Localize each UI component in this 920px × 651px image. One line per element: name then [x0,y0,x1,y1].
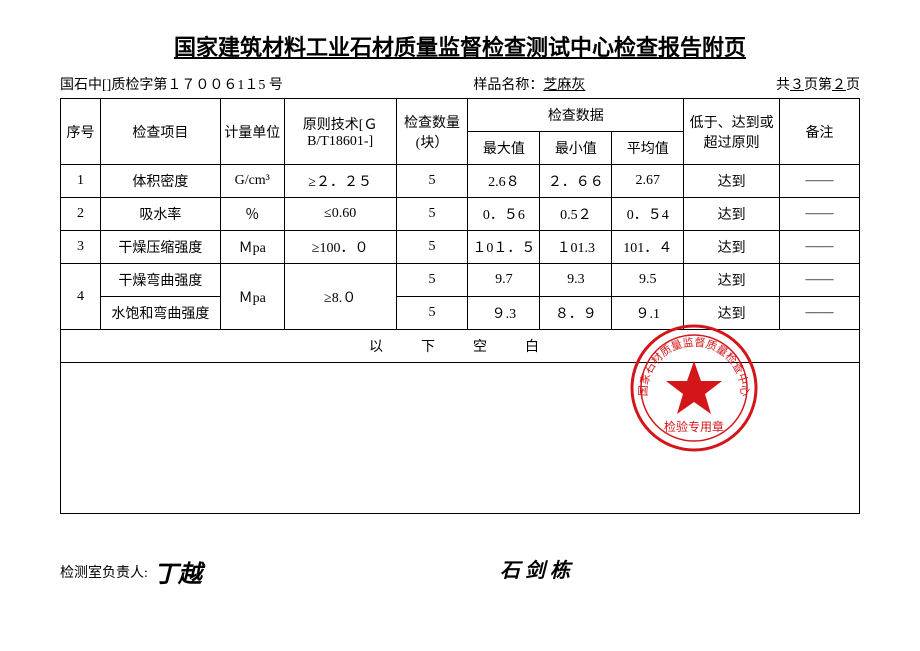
official-stamp: 国家石材质量监督质量检查中心 检验专用章 [629,323,759,453]
signature-1: 丁越 [154,554,202,589]
table-row: 2 吸水率 ％ ≤0.60 5 0．５6 0.5２ 0．５4 达到 —— [61,198,860,231]
signature-row: 检测室负责人: 丁越 石 剑 栋 [60,554,860,589]
table-row: 4 干燥弯曲强度 Ｍpa ≥8.０ 5 9.7 9.3 9.5 达到 —— [61,264,860,297]
sample-block: 样品名称：芝麻灰 [473,74,585,94]
meta-row: 国石中[]质检字第１７００６1１5 号 样品名称：芝麻灰 共３页第２页 [60,74,860,94]
report-title: 国家建筑材料工业石材质量监督检查测试中心检查报告附页 [60,30,860,62]
header-row-1: 序号 检查项目 计量单位 原则技术[ＧB/T18601-] 检查数量(块） 检查… [61,99,860,132]
sample-label: 样品名称： [473,78,543,93]
col-spec: 原则技术[ＧB/T18601-] [284,99,396,165]
table-row: 3 干燥压缩强度 Ｍpa ≥100．０ 5 １0１．５ １01.3 101．４ … [61,231,860,264]
sample-name: 芝麻灰 [543,78,585,93]
svg-text:检验专用章: 检验专用章 [664,419,724,434]
col-data-group: 检查数据 [468,99,684,132]
blank-area: 国家石材质量监督质量检查中心 检验专用章 [60,363,860,514]
col-result: 低于、达到或超过原则 [684,99,780,165]
doc-number: 国石中[]质检字第１７００６1１5 号 [60,74,283,94]
sig-label: 检测室负责人: [60,562,148,582]
col-min: 最小值 [540,132,612,165]
col-remark: 备注 [780,99,860,165]
table-row: 1 体积密度 G/cm³ ≥２．２５ 5 2.6８ ２．６６ 2.67 达到 —… [61,165,860,198]
col-qty: 检查数量(块） [396,99,468,165]
col-seq: 序号 [61,99,101,165]
col-unit: 计量单位 [220,99,284,165]
signature-2: 石 剑 栋 [500,560,570,582]
col-avg: 平均值 [612,132,684,165]
page-indicator: 共３页第２页 [776,74,860,94]
col-item: 检查项目 [100,99,220,165]
col-max: 最大值 [468,132,540,165]
